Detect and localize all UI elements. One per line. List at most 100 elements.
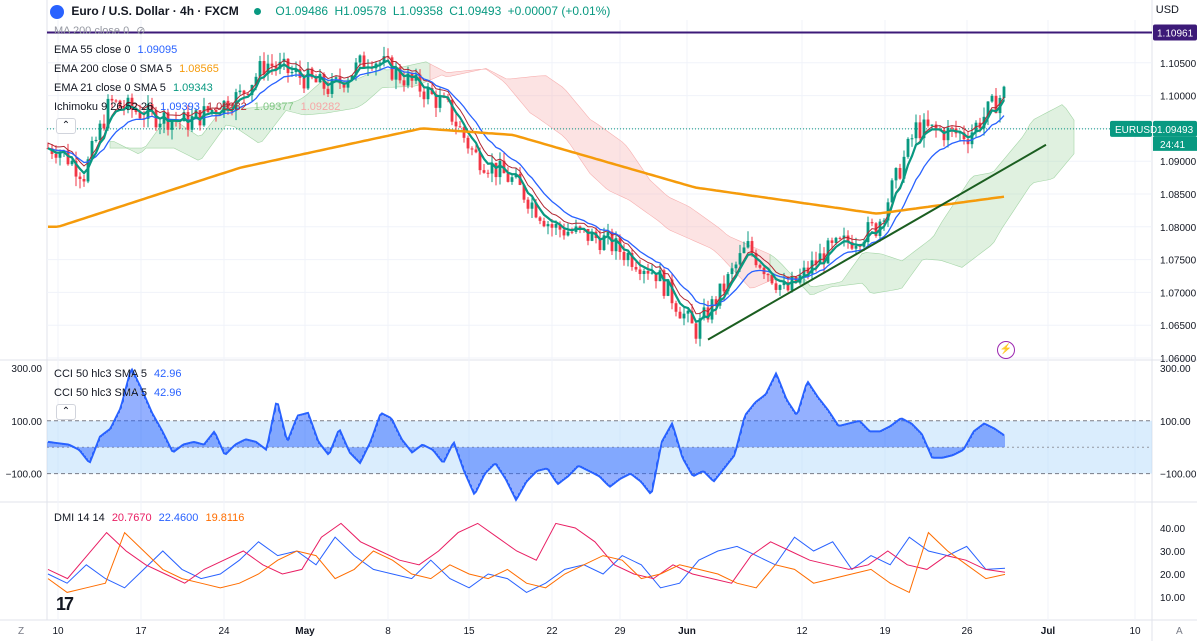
y-tick-label: 1.08500 (1160, 190, 1197, 201)
collapse-cci-legend-button[interactable]: ⌃ (56, 404, 76, 420)
candle-body (818, 253, 822, 265)
candle-body (278, 61, 282, 69)
candle-body (702, 307, 706, 319)
candle-body (926, 119, 930, 126)
candle-body (510, 177, 514, 182)
ema21-line (47, 59, 1005, 324)
candle-body (378, 62, 382, 64)
countdown-bg (1153, 136, 1197, 151)
candle-body (86, 159, 90, 182)
dmi-pane[interactable] (47, 522, 1006, 594)
zoom-button[interactable]: Z (18, 626, 25, 637)
cci2-value: 42.96 (154, 387, 182, 399)
candle-body (734, 264, 738, 269)
cci-tick-label: 300.00 (1160, 364, 1191, 375)
y-tick-label: 1.10500 (1160, 59, 1197, 70)
collapse-legend-button[interactable]: ⌃ (56, 118, 76, 134)
candle-body (834, 237, 838, 243)
candle-body (118, 100, 122, 107)
auto-scale-button[interactable]: A (1176, 626, 1183, 637)
candle-body (490, 162, 494, 174)
candle-body (506, 173, 510, 182)
price-pane[interactable] (46, 31, 1152, 347)
resistance-price-tag: 1.10961 (1157, 29, 1194, 40)
candle-body (246, 93, 250, 96)
candle-body (326, 88, 330, 94)
candle-body (314, 77, 318, 83)
candle-body (966, 139, 970, 145)
trendline (707, 143, 1047, 341)
candle-body (82, 178, 86, 182)
x-tick-label: 10 (52, 626, 64, 637)
ema55-line (47, 66, 1005, 307)
currency-label[interactable]: USD (1155, 4, 1179, 16)
candle-body (850, 242, 854, 249)
candle-body (626, 252, 630, 261)
candle-body (482, 170, 486, 173)
legend-cci-1[interactable]: CCI 50 hlc3 SMA 5 42.96 (54, 366, 186, 382)
legend-ma200[interactable]: MA 200 close 0 ⊘ (54, 23, 150, 39)
legend-ema55[interactable]: EMA 55 close 0 1.09095 (54, 42, 181, 58)
cci-left-tick-label: 100.00 (11, 417, 42, 428)
candle-body (578, 226, 582, 229)
close-value: C1.09493 (449, 4, 502, 18)
cci-tick-label: 100.00 (1160, 417, 1191, 428)
ichimoku-v2: 1.09282 (206, 101, 247, 113)
legend-ema21[interactable]: EMA 21 close 0 SMA 5 1.09343 (54, 80, 217, 96)
y-tick-label: 1.08000 (1160, 223, 1197, 234)
candle-body (898, 168, 902, 179)
candle-body (66, 150, 70, 165)
x-tick-label: 8 (385, 626, 391, 637)
candle-body (70, 160, 74, 165)
candle-body (522, 184, 526, 200)
candle-body (986, 101, 990, 117)
candle-body (990, 95, 994, 102)
candle-body (530, 202, 534, 209)
candle-body (106, 98, 110, 129)
candle-body (154, 110, 158, 128)
candle-body (494, 162, 498, 178)
lightning-icon[interactable]: ⚡ (997, 341, 1015, 359)
candle-body (854, 245, 858, 249)
candle-body (1002, 86, 1006, 98)
candle-body (778, 285, 782, 290)
candle-body (550, 224, 554, 228)
candle-body (102, 123, 106, 129)
x-tick-label: 19 (879, 626, 891, 637)
candle-body (638, 269, 642, 275)
legend-dmi[interactable]: DMI 14 14 20.7670 22.4600 19.8116 (54, 510, 248, 526)
candle-body (706, 307, 710, 320)
candle-body (434, 94, 438, 108)
candle-body (110, 98, 114, 101)
eye-off-icon[interactable]: ⊘ (136, 25, 146, 37)
candle-body (90, 140, 94, 160)
ichimoku-cloud-bull (769, 104, 1075, 295)
candle-body (646, 270, 650, 274)
candle-body (58, 152, 62, 158)
high-value: H1.09578 (334, 4, 387, 18)
y-tick-label: 1.07500 (1160, 256, 1197, 267)
candle-body (398, 67, 402, 81)
candle-body (846, 235, 850, 243)
candle-body (242, 90, 246, 94)
x-tick-label: 29 (614, 626, 626, 637)
cci-pane[interactable] (47, 367, 1152, 502)
candle-body (654, 272, 658, 282)
candle-body (554, 223, 558, 228)
candle-body (750, 241, 754, 254)
symbol-title[interactable]: Euro / U.S. Dollar · 4h · FXCM (71, 4, 239, 18)
candle-body (210, 109, 214, 112)
candle-body (546, 224, 550, 227)
candle-body (974, 122, 978, 133)
tradingview-logo[interactable]: 17 (56, 594, 74, 614)
legend-ema200[interactable]: EMA 200 close 0 SMA 5 1.08565 (54, 61, 223, 77)
candle-body (114, 100, 118, 102)
legend-cci-2[interactable]: CCI 50 hlc3 SMA 5 42.96 (54, 385, 186, 401)
ma200-label: MA 200 close 0 (54, 25, 130, 37)
candle-body (714, 299, 718, 306)
cci1-label: CCI 50 hlc3 SMA 5 (54, 368, 147, 380)
candle-body (478, 152, 482, 171)
candle-body (422, 91, 426, 100)
legend-ichimoku[interactable]: Ichimoku 9 26 52 26 1.09393 1.09282 1.09… (54, 99, 344, 115)
